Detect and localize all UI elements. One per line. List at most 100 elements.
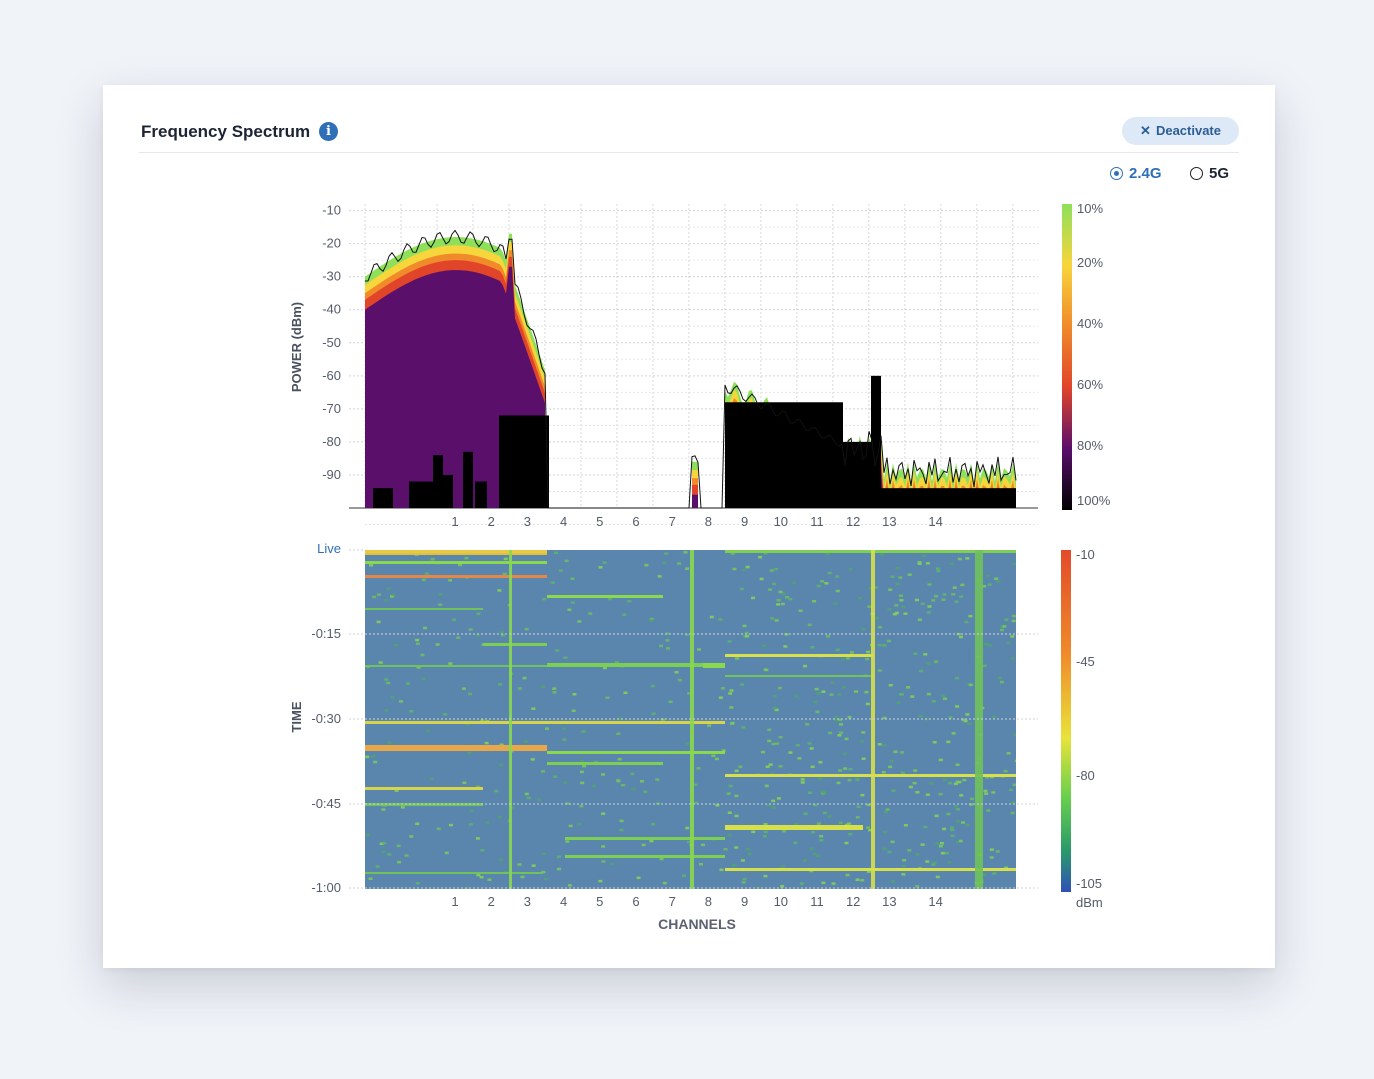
heat-cell [989,856,994,859]
heat-cell [541,870,546,874]
heat-cell [835,589,840,593]
heat-cell [421,677,426,681]
heat-cell [572,693,577,696]
heat-cell [882,744,887,747]
heat-cell [1013,733,1016,736]
heat-cell [955,676,960,680]
heat-cell [499,743,504,747]
heat-cell [382,841,387,845]
waterfall-y-axis: -0:15 -0:30 -0:45 -1:00 [311,549,1038,895]
heat-cell [957,557,962,561]
heat-cell [780,884,785,888]
heat-cell [811,830,816,834]
heat-cell [760,750,765,754]
heat-cell [732,567,737,571]
heat-cell [448,579,453,582]
heat-cell [479,875,484,879]
heat-band [725,825,863,830]
radio-unselected-icon[interactable] [1190,167,1203,180]
heat-band [483,643,547,646]
heat-cell [550,581,555,584]
heat-cell [501,634,506,637]
heat-cell [376,620,381,624]
heat-cell [498,763,503,767]
radio-selected-icon[interactable] [1110,167,1123,180]
heat-cell [452,618,457,622]
heat-cell [827,815,832,818]
y-tick-label: -40 [322,302,341,317]
heat-cell [366,833,371,836]
heat-cell [777,686,782,690]
heat-cell [938,792,943,796]
x-tick-label: 4 [560,894,567,909]
heat-cell [636,876,641,880]
heat-cell [728,692,733,695]
time-axis-label: TIME [289,701,304,732]
heat-cell [838,821,843,825]
heat-cell [698,862,703,866]
heat-cell [950,828,955,832]
heat-cell [780,865,785,868]
heat-cell [456,636,461,639]
legend-label: 40% [1077,316,1103,331]
heat-cell [602,561,607,564]
heat-cell [923,653,928,656]
heat-cell [803,812,808,816]
heat-cell [685,742,690,745]
heat-cell [883,830,888,834]
heat-cell [821,881,826,885]
heat-cell [898,576,903,579]
heat-cell [788,751,793,754]
heat-cell [917,618,922,622]
heat-cell [782,829,787,833]
heat-cell [375,865,380,868]
heat-cell [913,652,918,655]
heat-cell [953,805,958,808]
heat-cell [386,587,391,590]
heat-cell [685,826,690,830]
heat-cell [915,791,920,794]
heat-band [725,868,1016,871]
x-tick-label: 7 [669,894,676,909]
band-option-5g[interactable]: 5G [1190,165,1229,182]
heat-cell [591,784,596,788]
heat-cell [770,617,775,620]
spectrum-floor-block [475,481,487,508]
heat-cell [969,803,974,806]
heat-band [703,663,725,668]
info-icon[interactable]: i [319,122,338,141]
heat-cell [1010,811,1015,815]
heat-cell [886,639,891,643]
heat-cell [430,557,435,561]
heat-cell [932,740,937,744]
heat-cell [718,696,723,699]
heat-cell [730,721,735,725]
heat-cell [935,842,940,845]
heat-cell [739,587,744,591]
heat-cell [476,785,481,789]
heat-band [547,751,725,754]
heat-cell [900,771,905,775]
heat-cell [965,823,970,827]
heat-cell [425,729,430,733]
heat-cell [802,859,807,862]
heat-cell [718,618,723,621]
heat-cell [953,782,958,786]
heat-cell [955,840,960,844]
heat-cell [564,559,569,563]
deactivate-button[interactable]: ✕ Deactivate [1122,117,1239,145]
heat-cell [827,571,832,575]
heat-cell [696,767,701,770]
heat-cell [734,794,739,798]
heat-cell [582,764,587,768]
heat-cell [955,808,960,811]
heat-cell [890,840,895,844]
heat-cell [644,563,649,567]
heat-cell [959,794,964,797]
heat-cell [799,882,804,885]
heat-cell [999,628,1004,632]
band-option-2-4g[interactable]: 2.4G [1110,165,1162,182]
heat-cell [781,592,786,596]
x-tick-label: 2 [488,514,495,529]
heat-cell [744,631,749,635]
